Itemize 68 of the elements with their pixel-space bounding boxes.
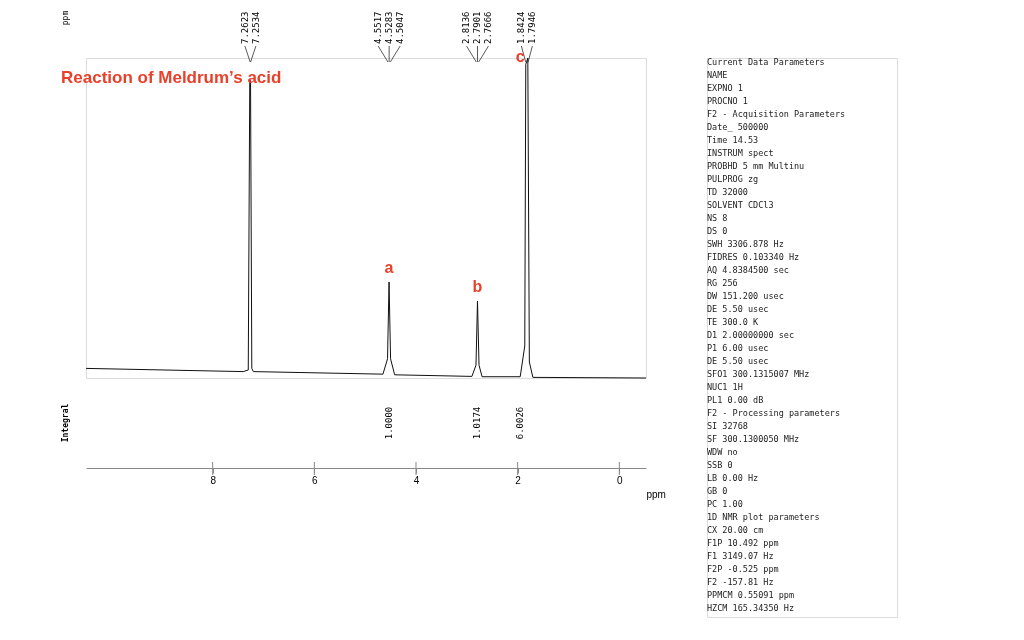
text: F1 3149.07 Hz [707, 551, 774, 561]
text: LB 0.00 Hz [707, 473, 759, 483]
text: PL1 0.00 dB [707, 395, 764, 405]
text: NUC1 1H [707, 382, 743, 392]
text: F2 -157.81 Hz [707, 577, 774, 587]
x-tick-label: 6 [312, 474, 319, 486]
text: PROCNO 1 [707, 96, 748, 106]
annotation: 4.5283 [384, 11, 395, 44]
annotation: 1.7946 [527, 11, 538, 44]
text: SF 300.1300050 MHz [707, 434, 800, 444]
text: PC 1.00 [707, 499, 743, 509]
text: INSTRUM spect [707, 148, 774, 158]
text: Time 14.53 [707, 135, 759, 145]
annotation: 7.2534 [250, 11, 261, 44]
x-axis-title: ppm [646, 488, 666, 500]
annotation: 2.8136 [461, 11, 472, 44]
text: Date_ 500000 [707, 122, 769, 132]
annotation: 4.5517 [373, 11, 384, 44]
text: ppm [61, 10, 70, 26]
text: SI 32768 [707, 421, 748, 431]
text: SOLVENT CDCl3 [707, 200, 774, 210]
text: TD 32000 [707, 187, 748, 197]
text: EXPNO 1 [707, 83, 743, 93]
text: GB 0 [707, 486, 728, 496]
text: NS 8 [707, 213, 728, 223]
text: PULPROG zg [707, 174, 759, 184]
text: D1 2.00000000 sec [707, 330, 794, 340]
text: WDW no [707, 447, 738, 457]
text: FIDRES 0.103340 Hz [707, 252, 800, 262]
text: F2 - Processing parameters [707, 408, 841, 418]
text: 1D NMR plot parameters [707, 512, 820, 522]
x-tick-label: 8 [210, 474, 217, 486]
text: F2 - Acquisition Parameters [707, 109, 846, 119]
text: AQ 4.8384500 sec [707, 265, 789, 275]
text: P1 6.00 usec [707, 343, 769, 353]
text: TE 300.0 K [707, 317, 760, 327]
text: Reaction of Meldrum’s acid [61, 68, 282, 87]
text: SFO1 300.1315007 MHz [707, 369, 810, 379]
text: F1P 10.492 ppm [707, 538, 779, 548]
text: SSB 0 [707, 460, 733, 470]
text: DS 0 [707, 226, 728, 236]
text: PPMCM 0.55091 ppm [707, 590, 794, 600]
text: RG 256 [707, 278, 738, 288]
text: DE 5.50 usec [707, 304, 769, 314]
text: F2P -0.525 ppm [707, 564, 779, 574]
text: PROBHD 5 mm Multinu [707, 161, 805, 171]
text: CX 20.00 cm [707, 525, 764, 535]
text: Current Data Parameters [707, 57, 825, 67]
text: NAME [707, 70, 728, 80]
text: DE 5.50 usec [707, 356, 769, 366]
annotation: 2.7666 [483, 11, 494, 44]
text: DW 151.200 usec [707, 291, 784, 301]
annotation: a [384, 259, 394, 276]
text: 6.0026 [515, 406, 526, 440]
text: 1.0000 [384, 406, 395, 440]
x-tick-label: 0 [617, 474, 624, 486]
text: SWH 3306.878 Hz [707, 239, 784, 249]
text: HZCM 165.34350 Hz [707, 603, 794, 613]
text: Integral [61, 403, 70, 443]
annotation: 2.7901 [472, 11, 483, 44]
text: 1.0174 [472, 406, 483, 440]
annotation: b [472, 278, 483, 296]
x-tick-label: 4 [413, 474, 420, 486]
annotation: c [515, 47, 525, 65]
annotation: 1.8424 [516, 11, 527, 44]
annotation: 7.2623 [239, 11, 250, 44]
annotation: 4.5047 [395, 11, 406, 44]
x-tick-label: 2 [515, 474, 522, 486]
